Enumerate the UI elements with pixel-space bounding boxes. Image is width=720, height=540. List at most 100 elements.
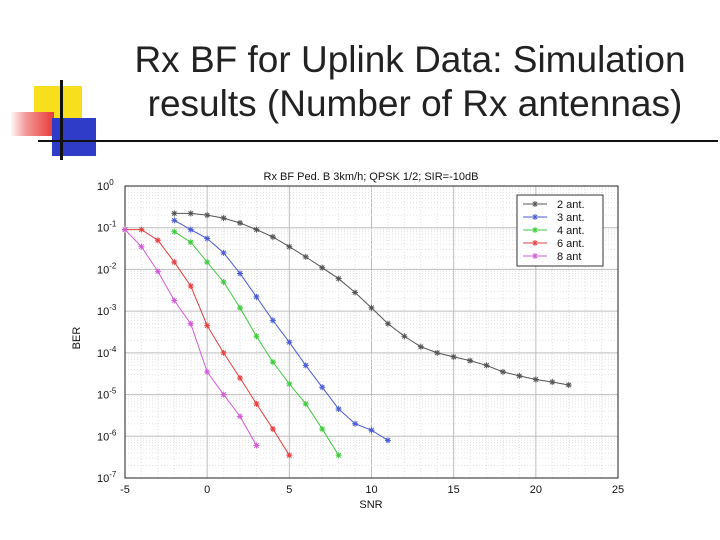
x-tick-label: 5 (286, 484, 292, 496)
legend-marker (532, 253, 538, 259)
legend-label: 2 ant. (557, 199, 585, 211)
axis-ticks: -5 0 5 10 15 20 25 100 10-1 10-2 10-3 10-4 10-5 10-6 1… (97, 178, 624, 496)
y-tick-label: 10-3 (97, 303, 117, 318)
data-point (286, 380, 293, 387)
plot-frame (124, 185, 619, 479)
data-point (204, 212, 211, 219)
series-line (174, 219, 389, 441)
data-point (319, 384, 326, 391)
data-point (220, 215, 227, 222)
data-point (516, 372, 523, 379)
data-point (302, 400, 309, 407)
data-point (434, 349, 441, 356)
data-point (220, 391, 227, 398)
data-point (302, 362, 309, 369)
data-point (384, 320, 391, 327)
data-point (253, 293, 260, 300)
decor-blue-square (52, 118, 96, 156)
y-tick-label: 10-5 (97, 387, 117, 402)
data-point (384, 437, 391, 444)
series-line (124, 229, 257, 446)
data-point (154, 268, 161, 275)
legend-marker (532, 214, 538, 220)
data-point (467, 357, 474, 364)
y-tick-label: 10-7 (97, 470, 117, 485)
y-tick-label: 100 (97, 178, 114, 193)
data-point (483, 362, 490, 369)
data-point (187, 283, 194, 290)
legend-label: 3 ant. (557, 212, 585, 224)
data-point (319, 425, 326, 432)
data-point (220, 278, 227, 285)
data-point (237, 304, 244, 311)
data-point (269, 233, 276, 240)
data-point (450, 353, 457, 360)
chart-legend: 2 ant.3 ant.4 ant.6 ant.8 ant (516, 194, 604, 267)
data-point (417, 343, 424, 350)
data-point (286, 452, 293, 459)
data-point (269, 359, 276, 366)
data-point (253, 400, 260, 407)
data-point (253, 333, 260, 340)
data-point (187, 239, 194, 246)
x-tick-label: -5 (120, 484, 130, 496)
legend-marker (532, 240, 538, 246)
data-point (269, 317, 276, 324)
legend-marker (532, 201, 538, 207)
data-point (237, 219, 244, 226)
data-point (499, 368, 506, 375)
data-point (368, 427, 375, 434)
data-point (335, 452, 342, 459)
data-point (269, 425, 276, 432)
chart-series (122, 210, 572, 459)
decor-horizontal-line (38, 140, 718, 142)
data-point (352, 289, 359, 296)
data-point (352, 420, 359, 427)
data-point (171, 228, 178, 235)
data-point (237, 413, 244, 420)
data-point (220, 349, 227, 356)
data-point (122, 226, 128, 233)
slide-title-line1: Rx BF for Uplink Data: Simulation (134, 39, 686, 80)
data-point (187, 320, 194, 327)
data-point (532, 376, 539, 383)
legend-label: 4 ant. (557, 225, 585, 237)
data-point (565, 381, 572, 388)
x-tick-label: 20 (530, 484, 542, 496)
x-tick-label: 10 (365, 484, 377, 496)
legend-marker (532, 227, 538, 233)
decor-red-bar (10, 112, 54, 136)
data-point (204, 259, 211, 266)
chart-title: Rx BF Ped. B 3km/h; QPSK 1/2; SIR=-10dB (264, 171, 479, 183)
x-tick-label: 15 (448, 484, 460, 496)
data-point (171, 259, 178, 266)
data-point (237, 374, 244, 381)
data-point (204, 235, 211, 242)
data-point (204, 368, 211, 375)
legend-label: 8 ant (557, 251, 581, 263)
y-axis-label: BER (71, 327, 83, 350)
y-tick-label: 10-4 (97, 345, 117, 360)
data-point (171, 210, 178, 217)
data-point (302, 253, 309, 260)
data-point (220, 249, 227, 256)
y-tick-label: 10-2 (97, 261, 117, 276)
data-point (401, 333, 408, 340)
data-point (368, 304, 375, 311)
data-point (286, 339, 293, 346)
slide-title-line2: results (Number of Rx antennas) (147, 83, 683, 124)
data-point (187, 210, 194, 217)
data-point (335, 275, 342, 282)
chart-grid (124, 186, 619, 479)
data-point (286, 243, 293, 250)
series-line (174, 231, 340, 456)
slide-title: Rx BF for Uplink Data: Simulation result… (70, 38, 710, 126)
data-point (171, 297, 178, 304)
data-point (187, 226, 194, 233)
y-tick-label: 10-1 (97, 220, 117, 235)
data-point (549, 379, 556, 386)
data-point (319, 264, 326, 271)
legend-label: 6 ant. (557, 238, 585, 250)
data-point (204, 322, 211, 329)
data-point (154, 237, 161, 244)
